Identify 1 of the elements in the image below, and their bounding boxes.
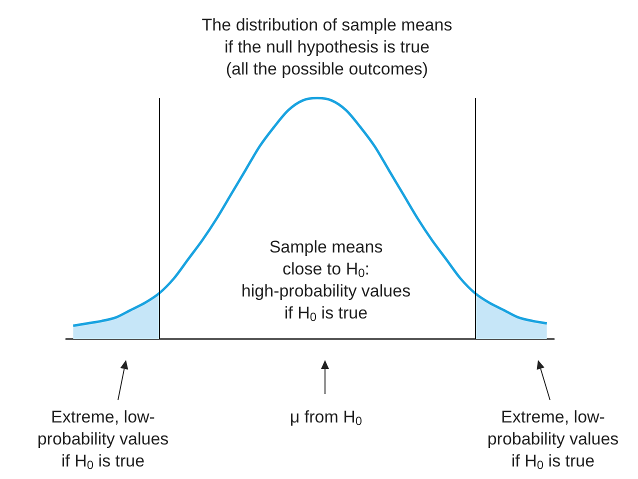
chart-title: The distribution of sample means if the null hypothesis is true (all the possible outcomes) [202, 16, 452, 78]
